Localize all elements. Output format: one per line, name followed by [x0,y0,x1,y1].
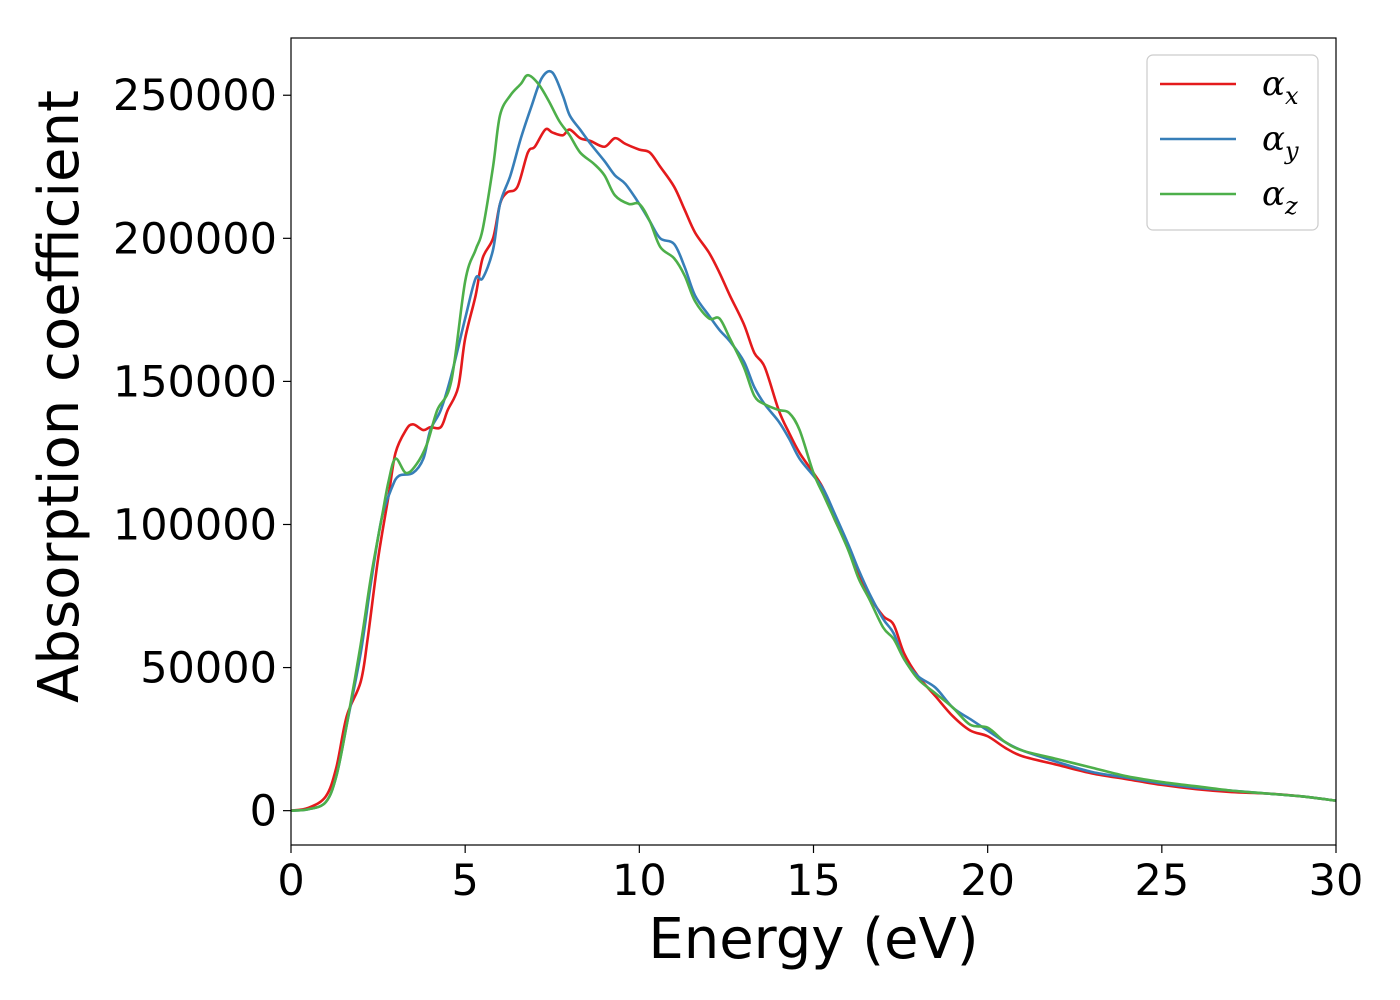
x-tick-label: 15 [786,856,841,906]
legend-symbol: α [1262,64,1285,104]
y-tick-label: 200000 [113,214,277,264]
x-tick-label: 10 [612,856,667,906]
legend-label-x: αx [1262,64,1299,110]
x-axis-title: Energy (eV) [648,907,978,972]
series-line-x [291,127,1336,812]
legend-subscript: z [1284,192,1298,220]
legend-subscript: y [1284,137,1299,165]
legend-subscript: x [1285,82,1299,110]
legend-label-y: αy [1262,119,1299,165]
x-axis-ticks: 0 5 10 15 20 25 30 [277,845,1363,906]
y-tick-label: 250000 [113,71,277,121]
x-tick-label: 20 [960,856,1015,906]
series-line-z [291,73,1336,812]
x-tick-label: 5 [451,856,478,906]
y-axis-title: Absorption coefficient [27,90,92,703]
legend-symbol: α [1262,174,1285,214]
y-tick-label: 50000 [140,644,277,694]
x-tick-label: 25 [1134,856,1189,906]
y-tick-label: 0 [250,787,277,837]
y-tick-label: 150000 [113,357,277,407]
x-tick-label: 0 [277,856,304,906]
series-layer [291,69,1336,812]
legend-symbol: α [1262,119,1285,159]
y-tick-label: 100000 [113,500,277,550]
y-axis-ticks: 0 50000 100000 150000 200000 250000 [113,71,291,837]
x-tick-label: 30 [1309,856,1364,906]
legend-box [1146,54,1319,231]
legend-label-z: αz [1262,174,1298,220]
